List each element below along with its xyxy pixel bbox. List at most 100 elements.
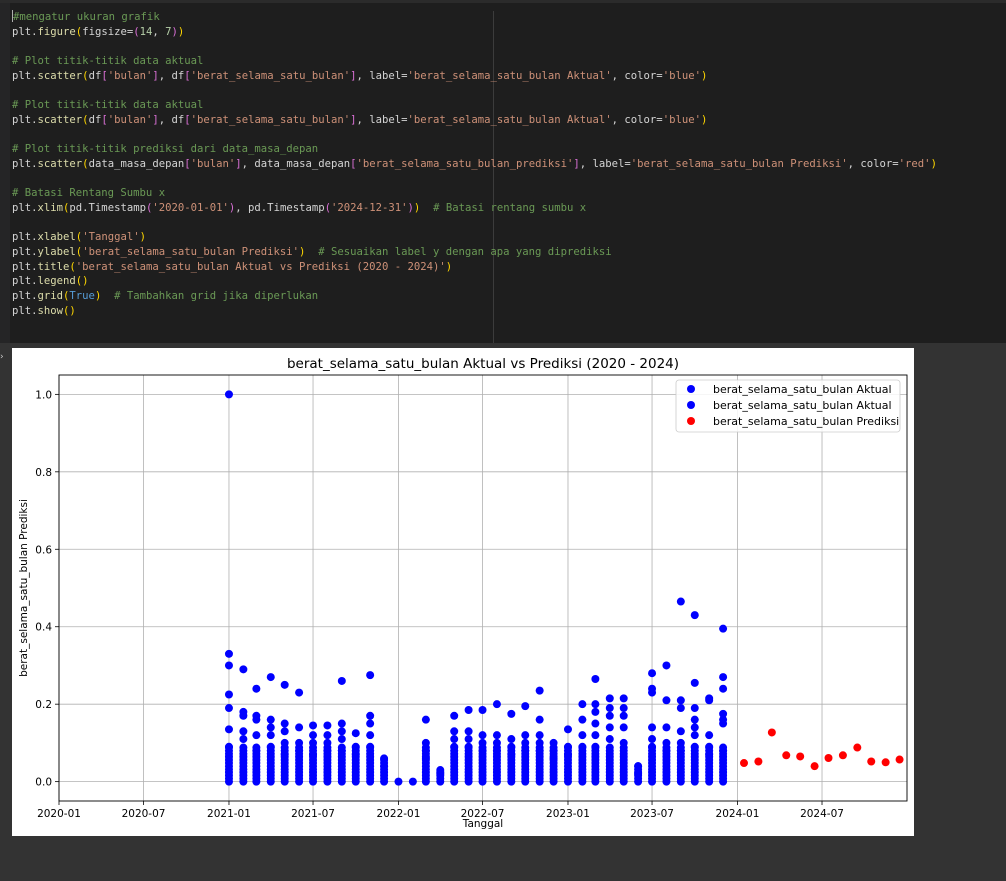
data-point (421, 746, 430, 755)
data-point (366, 671, 375, 680)
chart-legend: berat_selama_satu_bulan Aktual berat_sela… (675, 379, 901, 433)
code-line[interactable]: plt.xlabel('Tanggal') (12, 230, 937, 245)
plot-frame (58, 374, 908, 802)
code-token: 'bulan' (190, 157, 236, 170)
code-token: ylabel (37, 246, 76, 258)
data-point (676, 746, 685, 755)
code-token: #mengatur ukuran grafik (13, 11, 160, 23)
code-token: ( (63, 290, 70, 303)
code-line[interactable]: plt.figure(figsize=(14, 7)) (12, 25, 937, 40)
code-token: , df (158, 69, 185, 82)
code-token: plt. (12, 25, 38, 38)
code-line[interactable] (12, 83, 937, 98)
data-point (578, 731, 587, 740)
code-token: () (63, 304, 76, 317)
code-line[interactable]: plt.scatter(df['bulan'], df['berat_selam… (12, 113, 937, 128)
code-token: plt. (12, 69, 38, 82)
data-point (309, 738, 318, 747)
code-line[interactable]: # Batasi Rentang Sumbu x (12, 186, 937, 201)
code-token: [ (350, 157, 357, 170)
legend-box (675, 379, 901, 433)
code-token: ( (145, 201, 153, 214)
data-point (507, 742, 516, 751)
data-point (224, 390, 233, 399)
code-line[interactable]: plt.scatter(data_masa_depan['bulan'], da… (12, 157, 937, 172)
data-point (619, 723, 628, 732)
data-point (662, 723, 671, 732)
code-token: ) (700, 69, 708, 82)
code-editor[interactable]: #mengatur ukuran grafik plt.figure(figsiz… (12, 10, 937, 318)
data-point (309, 721, 318, 730)
code-token: # Sesuaikan label y dengan apa yang dipr… (318, 246, 612, 258)
code-line[interactable] (12, 39, 937, 54)
data-point (295, 688, 304, 697)
data-point (239, 735, 248, 744)
data-point (323, 721, 332, 730)
data-point (239, 727, 248, 736)
data-point (224, 704, 233, 713)
code-line[interactable]: plt.title('berat_selama_satu_bulan Aktua… (12, 260, 937, 275)
data-point (719, 624, 728, 633)
code-token (101, 290, 114, 302)
code-line[interactable]: #mengatur ukuran grafik (12, 10, 937, 25)
code-token: title (37, 260, 70, 273)
x-tick-label: 2020-01 (37, 808, 81, 820)
data-point (605, 711, 614, 720)
code-line[interactable]: plt.show() (12, 304, 937, 319)
code-line[interactable]: plt.xlim(pd.Timestamp('2020-01-01'), pd.… (12, 201, 937, 216)
code-token: ) (700, 113, 708, 126)
code-cell[interactable]: #mengatur ukuran grafik plt.figure(figsiz… (0, 3, 1006, 343)
data-point (224, 725, 233, 734)
data-point (380, 754, 389, 763)
code-token: True (69, 290, 95, 303)
data-point (739, 759, 748, 768)
code-line[interactable]: plt.ylabel('berat_selama_satu_bulan Pred… (12, 245, 937, 260)
data-point (224, 690, 233, 699)
data-point (619, 704, 628, 713)
data-point (676, 696, 685, 705)
data-point (492, 731, 501, 740)
data-point (239, 743, 248, 752)
data-point (239, 665, 248, 674)
code-line[interactable]: # Plot titik-titik data aktual (12, 54, 937, 69)
data-point (535, 715, 544, 724)
code-line[interactable] (12, 172, 937, 187)
code-line[interactable]: # Plot titik-titik prediksi dari data_ma… (12, 142, 937, 157)
code-token: 7 (165, 25, 172, 38)
data-point (824, 754, 833, 763)
code-line[interactable] (12, 128, 937, 143)
code-token: df (88, 69, 102, 82)
data-point (492, 746, 501, 755)
code-token: '2024-12-31' (330, 201, 408, 214)
scatter-chart: berat_selama_satu_bulan Aktual vs Predik… (18, 356, 908, 830)
data-point (563, 742, 572, 751)
data-point (521, 738, 530, 747)
code-line[interactable]: # Plot titik-titik data aktual (12, 98, 937, 113)
data-point (662, 746, 671, 755)
legend-entry: berat_selama_satu_bulan Aktual (713, 383, 892, 396)
data-point (280, 719, 289, 728)
data-point (578, 742, 587, 751)
data-point (619, 711, 628, 720)
data-point (591, 675, 600, 684)
code-token: , pd.Timestamp (235, 201, 325, 214)
data-point (337, 735, 346, 744)
data-point (563, 725, 572, 734)
output-marker: › (0, 352, 4, 362)
editor-ruler (493, 11, 494, 343)
code-line[interactable] (12, 216, 937, 231)
code-line[interactable]: plt.grid(True) # Tambahkan grid jika dip… (12, 289, 937, 304)
code-token: '2020-01-01' (152, 201, 229, 214)
data-point (266, 731, 275, 740)
data-point (549, 738, 558, 747)
code-token: ] (152, 113, 159, 126)
data-point (605, 723, 614, 732)
code-line[interactable]: plt.scatter(df['bulan'], df['berat_selam… (12, 69, 937, 84)
data-point (266, 715, 275, 724)
code-token: [ (101, 69, 108, 82)
code-line[interactable]: plt.legend() (12, 274, 937, 289)
data-point (867, 757, 876, 766)
data-point (351, 742, 360, 751)
x-axis-label: Tanggal (462, 818, 503, 830)
data-point (619, 738, 628, 747)
